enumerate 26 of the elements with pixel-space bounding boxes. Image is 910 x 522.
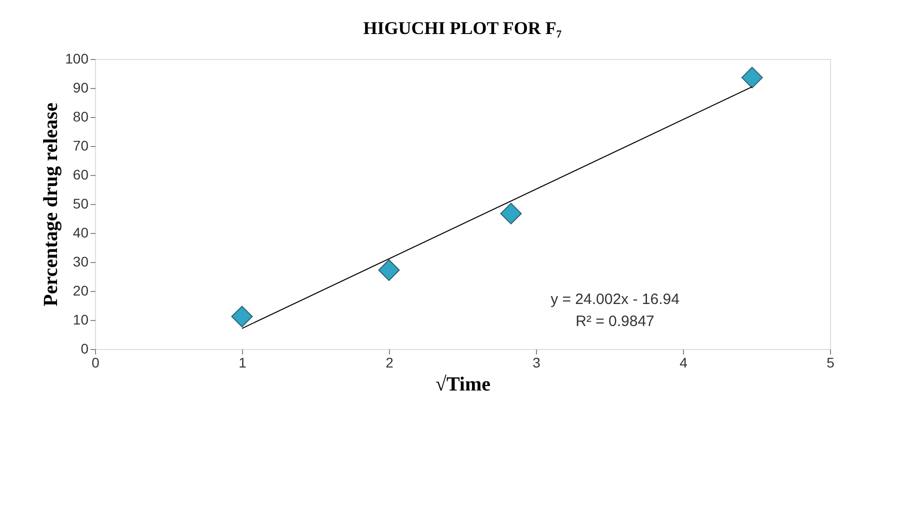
x-tick-label: 3 [532, 354, 541, 370]
y-tick-label: 20 [72, 282, 89, 298]
y-tick-label: 70 [72, 138, 89, 154]
annotation: R² = 0.9847 [576, 313, 654, 330]
y-tick-label: 40 [72, 224, 89, 240]
x-axis-title: √Time [435, 374, 491, 396]
x-tick-label: 5 [826, 354, 835, 370]
point [500, 202, 522, 224]
x-tick-label: 4 [680, 354, 688, 370]
chart-title: HIGUCHI PLOT FOR F₇ [363, 18, 562, 38]
y-tick-label: 60 [72, 166, 89, 182]
y-tick-label: 50 [72, 196, 89, 212]
annotation: y = 24.002x - 16.94 [550, 291, 680, 308]
y-tick-label: 90 [72, 80, 89, 96]
point [231, 306, 253, 328]
x-tick-label: 1 [238, 354, 247, 370]
x-tick-label: 0 [92, 354, 100, 370]
y-tick-label: 100 [65, 50, 89, 66]
point [378, 259, 400, 281]
x-tick-label: 2 [386, 354, 394, 370]
y-tick-label: 0 [80, 340, 89, 356]
y-tick-label: 30 [72, 254, 89, 270]
y-tick-label: 80 [72, 108, 89, 124]
y-tick-label: 10 [72, 312, 89, 328]
y-axis-title: Percentage drug release [40, 102, 62, 306]
point [741, 66, 763, 88]
